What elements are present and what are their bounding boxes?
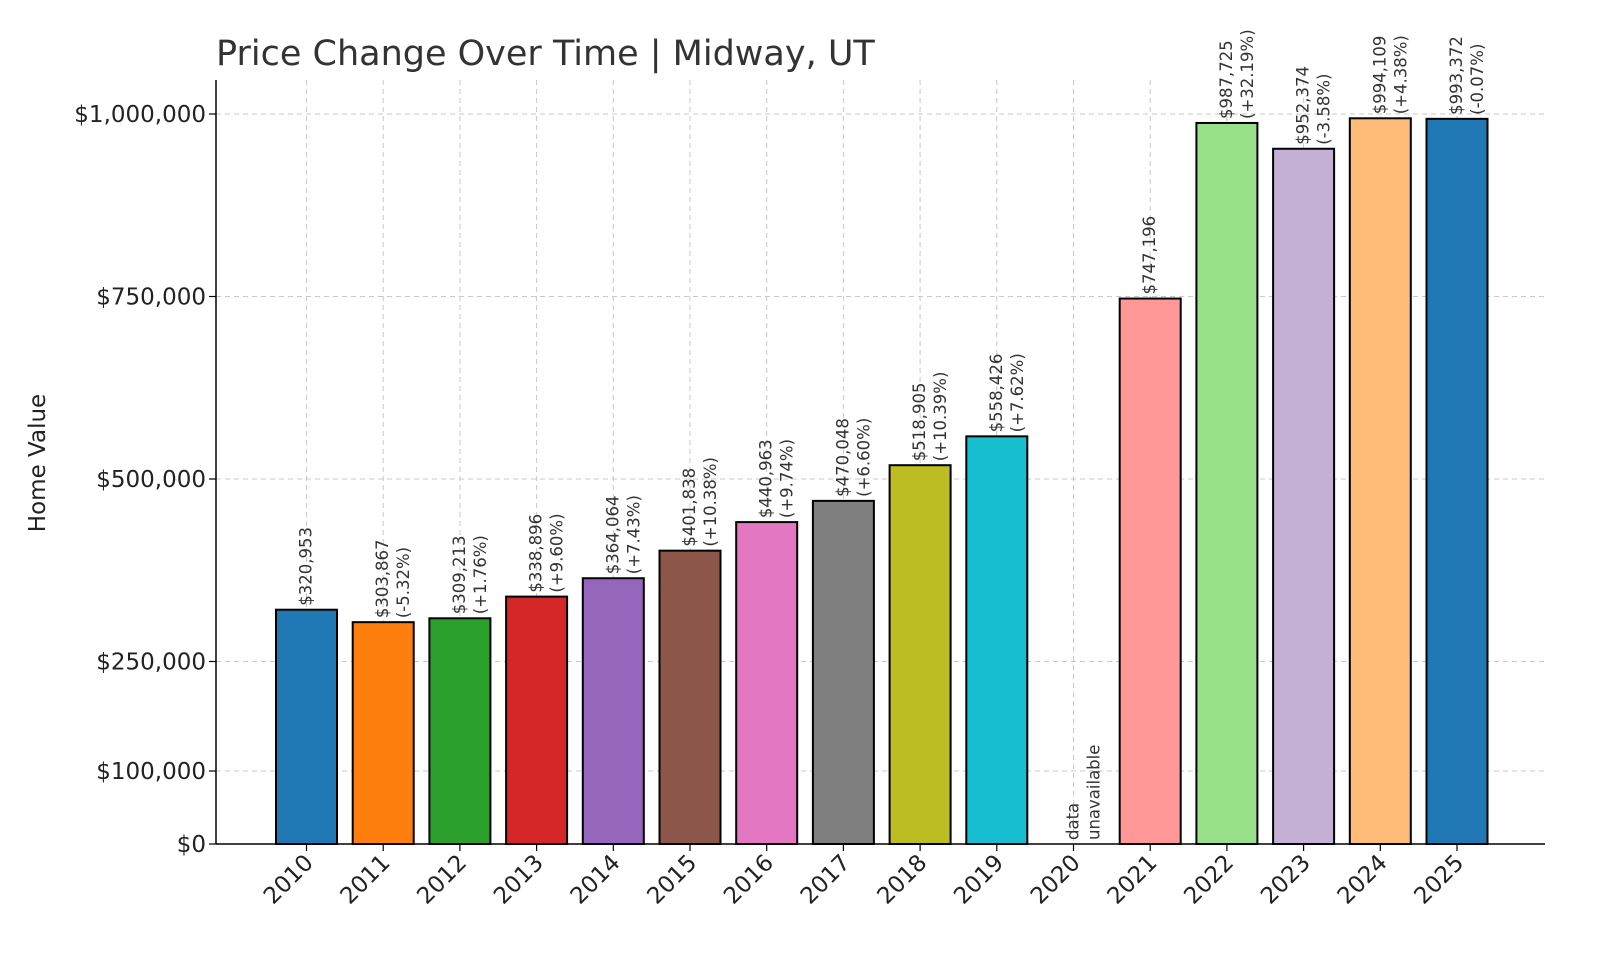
value-label: $320,953	[297, 527, 316, 606]
bar-2017	[811, 499, 875, 845]
change-label: (+9.60%)	[548, 513, 567, 592]
change-label: (+32.19%)	[1238, 29, 1257, 119]
bar-2025	[1425, 117, 1489, 845]
x-tick-label: 2013	[489, 850, 549, 910]
change-label: (-5.32%)	[394, 547, 413, 618]
bar-label-2017: $470,048 (+6.60%)	[833, 418, 873, 497]
bar-label-2021: $747,196	[1140, 216, 1159, 295]
bar-label-2012: $309,213 (+1.76%)	[450, 535, 490, 614]
x-tick-label: 2014	[566, 850, 626, 910]
y-tick-label: $750,000	[96, 285, 206, 311]
value-label: $558,426	[987, 354, 1006, 433]
x-tick-label: 2015	[642, 850, 702, 910]
bar-label-2024: $994,109 (+4.38%)	[1370, 35, 1410, 114]
bar-2021	[1118, 297, 1182, 845]
bar-label-2025: $993,372 (-0.07%)	[1447, 36, 1487, 115]
x-tick-label: 2018	[873, 850, 933, 910]
value-label: $987,725	[1217, 40, 1236, 119]
change-label: (+10.39%)	[931, 372, 950, 462]
x-tick-label: 2017	[796, 850, 856, 910]
bar-label-2019: $558,426 (+7.62%)	[987, 353, 1027, 432]
value-label: $338,896	[527, 514, 546, 593]
bar-label-2022: $987,725 (+32.19%)	[1217, 29, 1257, 119]
bar-layer	[275, 117, 1489, 846]
x-tick-label: 2022	[1179, 850, 1239, 910]
y-tick-label: $250,000	[96, 650, 206, 676]
x-tick-label: 2021	[1103, 850, 1163, 910]
y-tick-label: $100,000	[96, 759, 206, 785]
change-label: (+10.38%)	[701, 457, 720, 547]
bar-2012	[428, 617, 492, 846]
value-label: $364,064	[603, 495, 622, 574]
x-tick-label: 2012	[412, 850, 472, 910]
change-label: (+6.60%)	[854, 418, 873, 497]
value-label: $470,048	[833, 418, 852, 497]
bar-label-2010: $320,953	[297, 527, 316, 606]
bar-2024	[1348, 117, 1412, 846]
change-label: (-0.07%)	[1468, 44, 1487, 115]
axis-layer	[215, 80, 1545, 845]
x-tick-label: 2025	[1409, 850, 1469, 910]
x-tick-label: 2010	[259, 850, 319, 910]
change-label: (+7.43%)	[624, 495, 643, 574]
bar-label-2014: $364,064 (+7.43%)	[603, 495, 643, 574]
x-tick-label: 2011	[336, 850, 396, 910]
x-tick-label: 2023	[1256, 850, 1316, 910]
value-label: $440,963	[757, 439, 776, 518]
bar-2015	[658, 549, 722, 845]
change-label: (+4.38%)	[1391, 35, 1410, 114]
value-label: $994,109	[1370, 36, 1389, 115]
value-label: $401,838	[680, 468, 699, 547]
value-label: $309,213	[450, 536, 469, 615]
bar-label-2016: $440,963 (+9.74%)	[757, 439, 797, 518]
bar-2023	[1272, 147, 1336, 846]
missing-label-line: unavailable	[1085, 745, 1104, 840]
value-label: $747,196	[1140, 216, 1159, 295]
bar-2018	[888, 464, 952, 845]
bar-label-2015: $401,838 (+10.38%)	[680, 457, 720, 547]
value-label: $518,905	[910, 382, 929, 461]
missing-data-label: data unavailable	[1064, 745, 1104, 840]
y-tick-label: $1,000,000	[74, 102, 206, 128]
bar-2016	[735, 521, 799, 845]
change-label: (+9.74%)	[778, 439, 797, 518]
change-label: (+7.62%)	[1008, 353, 1027, 432]
x-tick-label: 2020	[1026, 850, 1086, 910]
change-label: (-3.58%)	[1315, 74, 1334, 145]
bar-2013	[505, 595, 569, 845]
value-label: $952,374	[1294, 66, 1313, 145]
value-label: $303,867	[373, 539, 392, 618]
bar-2014	[581, 577, 645, 845]
chart-title: Price Change Over Time | Midway, UT	[216, 34, 875, 74]
change-label: (+1.76%)	[471, 535, 490, 614]
x-tick-label: 2016	[719, 850, 779, 910]
missing-label-line: data	[1064, 803, 1083, 840]
value-label: $993,372	[1447, 36, 1466, 115]
bar-label-2011: $303,867 (-5.32%)	[373, 539, 413, 618]
y-axis-label: Home Value	[25, 394, 51, 532]
bar-2019	[965, 435, 1029, 845]
bar-label-2023: $952,374 (-3.58%)	[1294, 66, 1334, 145]
x-tick-label: 2019	[949, 850, 1009, 910]
bar-2022	[1195, 121, 1259, 845]
bar-label-2018: $518,905 (+10.39%)	[910, 372, 950, 462]
y-tick-label: $500,000	[96, 467, 206, 493]
bar-2010	[275, 608, 338, 845]
y-tick-label: $0	[177, 832, 206, 858]
bar-2011	[351, 621, 415, 845]
bar-label-2013: $338,896 (+9.60%)	[527, 513, 567, 592]
x-tick-label: 2024	[1333, 850, 1393, 910]
